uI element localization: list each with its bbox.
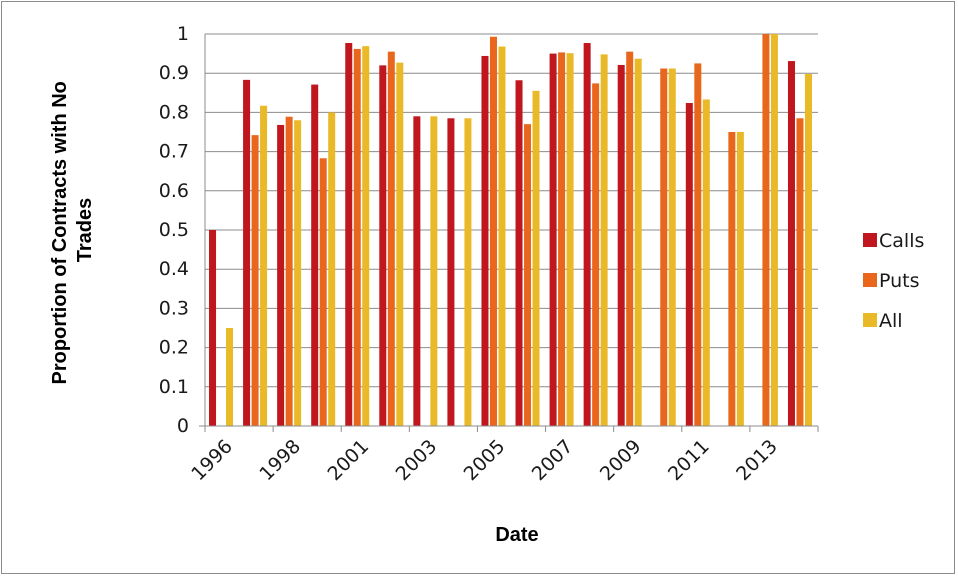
bar-puts-2011 [694, 63, 702, 427]
y-tick-label: 0.8 [159, 101, 189, 123]
y-tick-label: 0 [177, 415, 189, 437]
bar-all-2004 [464, 118, 472, 426]
y-tick-labels: 0 0.1 0.2 0.3 0.4 0.5 0.6 0.7 0.8 0.9 1 [159, 23, 189, 437]
bar-calls-2014 [787, 61, 795, 426]
y-tick-label: 0.6 [159, 180, 189, 202]
y-tick-label: 0.9 [159, 62, 189, 84]
x-tick-label: 2013 [732, 435, 782, 485]
bar-all-1998 [294, 120, 302, 427]
y-axis-title: Proportion of Contracts with No Trades [49, 76, 96, 385]
legend: Calls Puts All [863, 230, 924, 332]
bar-puts-2010 [660, 68, 668, 426]
bar-calls-2009 [617, 64, 625, 426]
y-tick-label: 0.7 [159, 141, 189, 163]
bar-all-2006 [532, 90, 540, 426]
bar-calls-2007 [549, 53, 557, 426]
bar-puts-2005 [489, 36, 497, 427]
bar-all-1996 [226, 328, 234, 426]
legend-swatch-calls [863, 233, 877, 247]
x-tick-label: 2007 [528, 435, 578, 485]
x-tick-label: 2009 [596, 435, 646, 485]
bar-calls-2002 [379, 65, 387, 427]
bars [209, 34, 812, 427]
bar-calls-2004 [447, 118, 455, 426]
bar-all-2008 [600, 54, 608, 426]
bar-all-2002 [396, 62, 404, 427]
bar-all-2001 [362, 46, 370, 426]
x-tick-label: 2005 [460, 435, 510, 485]
bar-puts-1999 [319, 158, 327, 427]
bar-calls-2005 [481, 55, 489, 427]
bar-all-2012 [736, 132, 744, 426]
x-tick-label: 2011 [664, 435, 714, 485]
bar-puts-1998 [285, 116, 293, 426]
bar-calls-2011 [685, 102, 693, 426]
y-tick-label: 1 [177, 23, 189, 45]
gridlines [205, 33, 818, 388]
bar-puts-1997 [251, 135, 259, 427]
bar-puts-2012 [728, 132, 736, 426]
bar-calls-2006 [515, 80, 523, 427]
legend-label-all: All [879, 310, 903, 332]
bar-puts-2013 [762, 34, 770, 426]
bar-calls-1997 [243, 79, 251, 426]
bar-puts-2008 [592, 83, 600, 426]
x-tick-label: 1998 [255, 435, 305, 485]
bar-all-2007 [566, 53, 574, 426]
y-tick-label: 0.1 [159, 376, 189, 398]
bar-puts-2006 [524, 124, 532, 426]
bar-calls-1998 [277, 124, 285, 426]
bar-puts-2002 [387, 51, 395, 426]
x-tick-label: 2003 [392, 435, 442, 485]
legend-label-puts: Puts [879, 270, 920, 292]
bar-all-2003 [430, 116, 438, 426]
x-tick-label: 1996 [187, 435, 237, 485]
bar-calls-1996 [209, 230, 217, 426]
bar-all-1997 [260, 105, 268, 427]
bar-puts-2014 [796, 118, 804, 426]
y-axis-title-line-2: Trades [74, 198, 96, 262]
bar-all-2005 [498, 46, 506, 426]
y-tick-label: 0.3 [159, 297, 189, 319]
y-tick-label: 0.4 [159, 258, 189, 280]
bar-all-2014 [804, 73, 812, 426]
bar-all-2013 [770, 34, 778, 426]
bar-calls-1999 [311, 84, 319, 427]
bar-all-1999 [328, 112, 336, 427]
x-axis-title: Date [495, 524, 538, 546]
bar-all-2010 [668, 68, 676, 426]
bar-puts-2007 [558, 52, 566, 426]
y-tick-label: 0.2 [159, 337, 189, 359]
bar-calls-2003 [413, 116, 421, 426]
y-axis-title-line-1: Proportion of Contracts with No [49, 81, 71, 384]
bar-calls-2001 [345, 43, 353, 427]
legend-swatch-all [863, 313, 877, 327]
x-tick-label: 2001 [323, 435, 373, 485]
legend-label-calls: Calls [879, 230, 924, 252]
y-tick-label: 0.5 [159, 219, 189, 241]
x-tick-labels: 1996 1998 2001 2003 2005 2007 2009 2011 2013 [187, 435, 782, 485]
bar-all-2011 [702, 99, 710, 427]
legend-swatch-puts [863, 273, 877, 287]
bar-puts-2009 [626, 51, 634, 426]
bar-calls-2008 [583, 43, 591, 427]
bar-puts-2001 [353, 48, 361, 427]
axes [199, 34, 819, 432]
bar-all-2009 [634, 58, 642, 427]
